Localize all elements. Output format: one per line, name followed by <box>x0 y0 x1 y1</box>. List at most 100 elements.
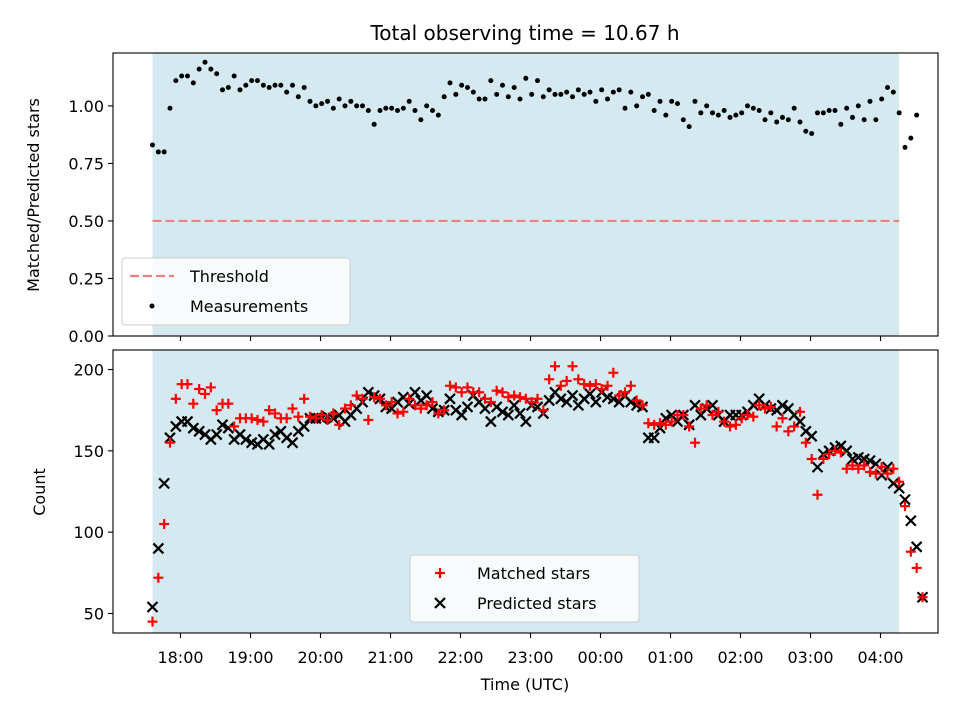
measurement-point <box>593 98 599 104</box>
measurement-point <box>587 89 593 95</box>
x-tick-label: 04:00 <box>857 648 903 667</box>
matched-star-point <box>532 393 543 404</box>
measurement-point <box>692 98 698 104</box>
measurement-point <box>476 96 482 102</box>
measurement-point <box>255 78 260 84</box>
measurement-point <box>272 82 278 88</box>
matched-star-point <box>567 361 578 372</box>
bottom-x-ticks: 18:00 19:00 20:00 21:00 22:00 23:00 00:00 01:00… <box>157 633 904 667</box>
matched-star-point <box>188 398 199 409</box>
measurement-point <box>430 108 435 114</box>
matched-star-point <box>637 400 648 411</box>
measurement-point <box>505 94 511 100</box>
measurement-point <box>774 119 780 125</box>
matched-star-point <box>736 413 747 424</box>
legend-matched-swatch <box>435 568 445 578</box>
matched-star-point <box>795 406 805 417</box>
matched-star-point <box>287 403 298 414</box>
matched-star-point <box>905 546 916 557</box>
measurement-point <box>832 108 838 114</box>
matched-star-point <box>678 410 689 421</box>
matched-star-point <box>264 405 275 416</box>
measurement-point <box>785 117 791 123</box>
y-tick-label: 0.00 <box>68 327 104 346</box>
matched-star-point <box>707 410 718 421</box>
measurement-point <box>494 91 500 97</box>
predicted-star-point <box>864 454 876 467</box>
measurement-point <box>179 73 185 79</box>
predicted-star-point <box>590 396 602 408</box>
predicted-star-point <box>240 433 252 446</box>
measurement-point <box>558 91 564 97</box>
matched-star-point <box>789 421 800 432</box>
measurement-point <box>389 105 395 111</box>
measurement-point <box>231 73 237 79</box>
matched-star-point <box>800 437 811 448</box>
measurement-point <box>278 82 284 88</box>
matched-star-point <box>485 397 496 408</box>
measurement-point <box>360 103 365 109</box>
matched-star-point <box>625 380 636 391</box>
matched-star-point <box>474 387 485 398</box>
bottom-panel: 50 100 150 200 18:00 19:00 20:00 21:00 22:00 23:… <box>30 349 939 694</box>
top-legend: Threshold Measurements <box>121 257 351 326</box>
matched-star-point <box>305 411 315 422</box>
x-tick-label: 03:00 <box>787 648 833 667</box>
matched-star-point <box>876 462 887 473</box>
matched-star-point <box>334 419 345 430</box>
measurement-point <box>879 96 885 102</box>
measurement-point <box>161 149 167 155</box>
bottom-axes-frame <box>112 349 939 634</box>
measurement-point <box>715 112 721 118</box>
matched-star-point <box>859 460 870 471</box>
predicted-star-point <box>648 432 660 444</box>
predicted-star-point <box>805 430 818 442</box>
matched-star-point <box>445 380 455 391</box>
bottom-legend-box <box>409 554 640 623</box>
legend-predicted-swatch <box>434 597 446 609</box>
measurement-point <box>575 87 581 93</box>
measurement-point <box>721 108 727 114</box>
bottom-y-ticks: 50 100 150 200 <box>73 361 113 623</box>
measurement-point <box>645 91 651 97</box>
matched-star-point <box>649 419 660 430</box>
measurement-point <box>453 91 459 97</box>
matched-star-point <box>147 616 158 627</box>
matched-star-point <box>509 390 520 401</box>
matched-star-point <box>812 489 823 500</box>
measurement-point <box>739 110 745 116</box>
predicted-star-point <box>409 386 421 399</box>
y-tick-label: 50 <box>84 604 104 623</box>
matched-star-point <box>760 403 770 414</box>
measurement-point <box>418 117 424 123</box>
x-tick-label: 21:00 <box>367 648 413 667</box>
matched-star-point <box>159 519 170 530</box>
measurement-point <box>190 80 196 86</box>
predicted-star-point <box>706 399 719 412</box>
measurement-point <box>634 103 640 109</box>
matched-star-point <box>194 384 205 395</box>
matched-star-point <box>725 421 735 432</box>
measurement-point <box>365 108 371 114</box>
matched-star-point <box>806 453 817 464</box>
measurement-point <box>896 110 902 116</box>
matched-star-point <box>841 463 852 474</box>
measurement-point <box>330 105 336 111</box>
predicted-star-point <box>485 415 497 428</box>
matched-star-point <box>655 418 665 429</box>
y-tick-label: 0.50 <box>68 212 104 231</box>
x-tick-label: 02:00 <box>717 648 763 667</box>
matched-star-point <box>515 392 525 403</box>
top-y-ticks: 0.00 0.25 0.50 0.75 1.00 <box>68 97 113 346</box>
predicted-star-point <box>193 425 205 438</box>
measurement-point <box>208 66 214 72</box>
measurement-point <box>529 91 535 97</box>
matched-star-point <box>783 426 794 437</box>
bottom-legend: Matched stars Predicted stars <box>409 554 640 623</box>
x-axis-label: Time (UTC) <box>480 675 569 694</box>
matched-star-point <box>835 447 846 458</box>
predicted-star-point <box>502 409 515 421</box>
measurement-point <box>803 128 809 134</box>
matched-star-point <box>748 411 759 422</box>
predicted-star-point <box>625 396 637 408</box>
